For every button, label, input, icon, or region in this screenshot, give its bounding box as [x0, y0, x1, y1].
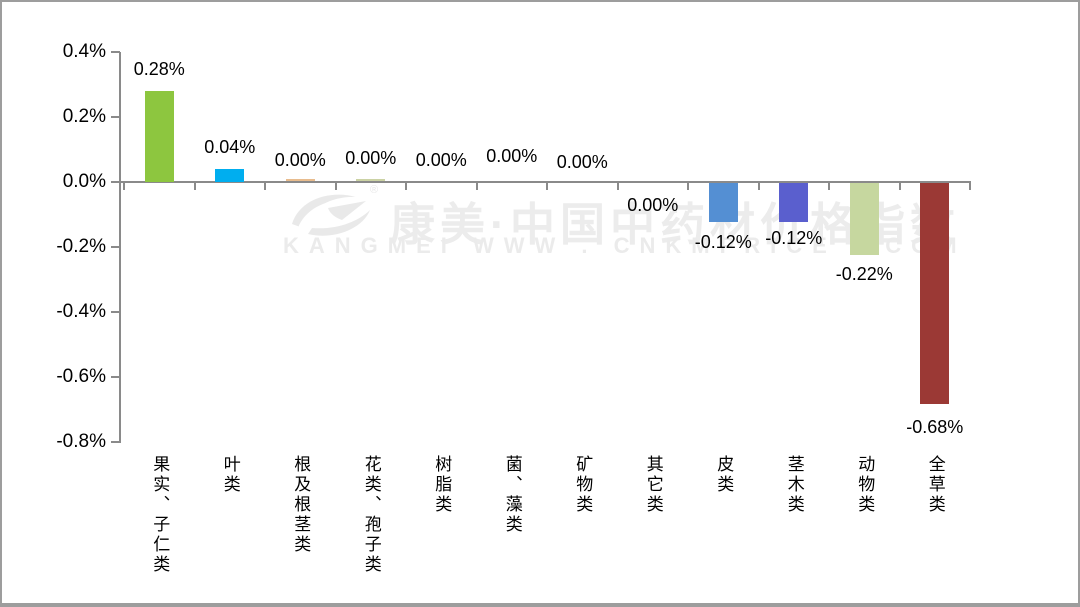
bar-茎木类 [779, 183, 809, 222]
bar-皮类 [708, 183, 738, 222]
bar-叶类 [215, 168, 245, 182]
x-axis-tick [898, 182, 901, 190]
bar-果实、子仁类 [144, 90, 174, 182]
y-axis-tick [111, 51, 120, 53]
kangmei-logo-icon [292, 194, 370, 236]
category-label-菌、藻类: 菌、藻类 [502, 455, 522, 535]
x-axis-tick [616, 182, 619, 190]
category-label-树脂类: 树脂类 [432, 455, 452, 515]
bar-根及根茎类 [285, 178, 315, 181]
bar-花类、孢子类 [356, 178, 386, 181]
x-axis-tick [969, 182, 971, 190]
value-label-树脂类: 0.00% [415, 150, 467, 170]
category-label-矿物类: 矿物类 [573, 455, 593, 515]
category-label-其它类: 其它类 [643, 455, 663, 515]
category-label-根及根茎类: 根及根茎类 [291, 455, 311, 555]
x-axis-tick [687, 182, 689, 190]
bar-全草类 [920, 183, 950, 404]
value-label-根及根茎类: 0.00% [274, 150, 326, 170]
y-axis-tick-label: 0.4% [62, 41, 106, 62]
y-axis-tick-label: 0.2% [62, 106, 106, 127]
category-label-花类、孢子类: 花类、孢子类 [361, 455, 381, 575]
x-axis-tick [757, 182, 760, 190]
value-label-花类、孢子类: 0.00% [345, 148, 397, 168]
x-axis-tick [475, 182, 478, 190]
category-label-全草类: 全草类 [925, 455, 945, 515]
y-axis-tick-label: -0.8% [56, 431, 106, 452]
value-label-矿物类: 0.00% [556, 152, 608, 172]
x-axis-tick [828, 182, 830, 190]
registered-mark: ® [370, 184, 379, 196]
category-label-动物类: 动物类 [855, 455, 875, 515]
y-axis-tick-label: -0.6% [56, 366, 106, 387]
value-label-其它类: 0.00% [627, 195, 679, 215]
value-label-菌、藻类: 0.00% [486, 146, 538, 166]
watermark-latin-text: KANGMEI WWW . CNKMPRICE . COM [283, 233, 967, 258]
value-label-茎木类: -0.12% [765, 228, 823, 248]
x-axis-tick [334, 182, 337, 190]
x-axis-line [119, 180, 971, 183]
value-label-叶类: 0.04% [204, 136, 256, 157]
y-axis-tick [111, 116, 120, 118]
y-axis-tick [111, 441, 120, 443]
y-axis-tick [111, 246, 120, 248]
y-axis-tick-label: 0.0% [62, 171, 106, 192]
category-label-茎木类: 茎木类 [784, 455, 804, 515]
category-label-叶类: 叶类 [220, 455, 240, 495]
x-axis-tick [405, 182, 407, 190]
value-label-全草类: -0.68% [906, 417, 964, 437]
y-axis-tick [111, 376, 120, 378]
x-axis-tick [193, 182, 196, 190]
x-axis-tick [264, 182, 266, 190]
y-axis-tick-label: -0.2% [56, 236, 106, 257]
y-axis-tick [111, 311, 120, 313]
category-label-皮类: 皮类 [714, 455, 734, 495]
x-axis-tick [546, 182, 548, 190]
x-axis-tick [123, 182, 125, 190]
category-label-果实、子仁类: 果实、子仁类 [150, 455, 170, 575]
value-label-皮类: -0.12% [694, 232, 752, 252]
value-label-果实、子仁类: 0.28% [133, 58, 185, 79]
y-axis-tick-label: -0.4% [56, 301, 106, 322]
y-axis-tick [111, 181, 120, 183]
y-axis-line [119, 52, 121, 443]
value-label-动物类: -0.22% [835, 263, 893, 284]
bar-动物类 [849, 183, 879, 255]
